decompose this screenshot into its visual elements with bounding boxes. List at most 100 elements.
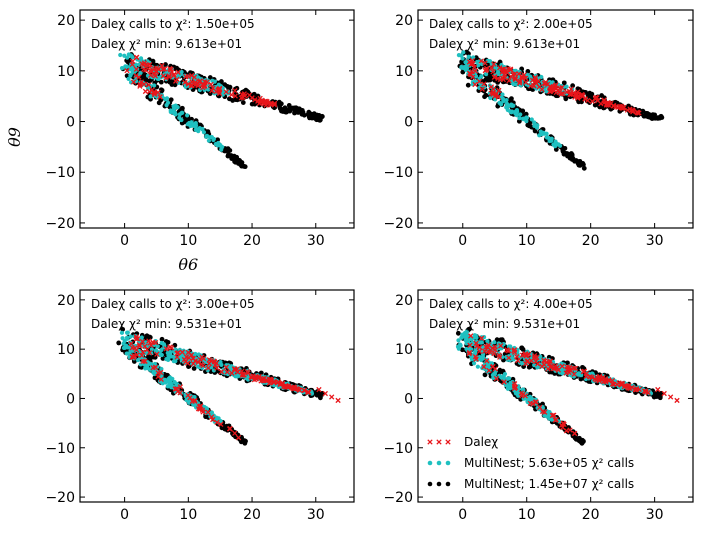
dalechi-point xyxy=(523,360,529,367)
multinest-low-point xyxy=(126,76,131,82)
dalechi-point xyxy=(667,394,674,400)
dalechi-point xyxy=(204,79,210,85)
dalechi-point xyxy=(197,356,203,363)
multinest-low-point xyxy=(118,52,123,58)
dalechi-point xyxy=(226,426,233,432)
dalechi-point xyxy=(246,92,253,98)
multinest-low-point xyxy=(549,136,554,141)
multinest-low-point xyxy=(138,56,144,61)
dalechi-point xyxy=(177,390,183,396)
dalechi-point xyxy=(232,366,238,373)
multinest-low-point xyxy=(155,344,160,349)
dalechi-point xyxy=(169,345,175,351)
panel-top-right: 20 10 0 −10 −20 0 10 20 30 Daleχ calls to χ²: 2.0… xyxy=(383,9,694,249)
multinest-low-point xyxy=(166,354,172,359)
dalechi-point xyxy=(482,348,488,354)
dalechi-point xyxy=(133,336,140,342)
legend-label: Daleχ xyxy=(464,435,498,449)
multinest-low-point xyxy=(125,330,130,335)
dalechi-point xyxy=(488,84,494,90)
dalechi-point xyxy=(481,364,487,370)
multinest-high-point xyxy=(654,391,659,397)
dalechi-point xyxy=(593,94,599,101)
dalechi-point xyxy=(618,381,625,387)
multinest-low-point xyxy=(125,55,130,60)
dalechi-point xyxy=(200,362,206,369)
dalechi-point xyxy=(537,404,543,411)
dalechi-point xyxy=(594,95,600,101)
dalechi-point xyxy=(511,381,518,387)
multinest-low-point xyxy=(162,343,167,348)
dalechi-point xyxy=(136,343,143,349)
multinest-high-point xyxy=(163,62,168,67)
multinest-low-point xyxy=(119,330,125,335)
dalechi-point xyxy=(129,354,135,360)
dalechi-point xyxy=(568,86,574,92)
multinest-low-point xyxy=(544,131,549,136)
multinest-low-point xyxy=(128,334,133,339)
dalechi-point xyxy=(548,364,554,370)
annotation-calls: Daleχ calls to χ²: 2.00e+05 xyxy=(429,17,593,31)
dalechi-point xyxy=(512,71,518,77)
dalechi-point xyxy=(476,348,483,355)
dalechi-point xyxy=(629,107,635,113)
dalechi-point xyxy=(152,364,159,370)
dalechi-point xyxy=(316,386,322,393)
dalechi-point xyxy=(519,75,525,81)
multinest-low-point xyxy=(464,341,469,346)
dalechi-point xyxy=(472,68,479,74)
dalechi-point xyxy=(161,66,168,72)
dalechi-point xyxy=(241,372,247,378)
multinest-high-point xyxy=(499,337,505,343)
multinest-low-point xyxy=(193,351,198,357)
dalechi-point xyxy=(155,89,161,96)
dalechi-point xyxy=(128,340,134,347)
multinest-low-point xyxy=(152,83,157,88)
multinest-high-point xyxy=(222,147,228,153)
multinest-low-point xyxy=(513,109,518,114)
multinest-low-point xyxy=(485,339,490,344)
x-tick-label: 20 xyxy=(243,233,261,249)
multinest-high-point xyxy=(649,116,655,121)
multinest-low-point xyxy=(488,95,493,101)
dalechi-point xyxy=(481,81,487,87)
dalechi-point xyxy=(250,373,256,379)
x-tick-label: 30 xyxy=(307,233,325,249)
dalechi-point xyxy=(582,96,588,102)
y-tick-label: 10 xyxy=(395,64,413,80)
multinest-low-point xyxy=(216,140,221,146)
dalechi-point xyxy=(506,78,512,84)
multinest-low-point xyxy=(166,379,171,384)
scatter-points xyxy=(118,52,325,170)
multinest-low-point xyxy=(487,59,493,64)
multinest-low-point xyxy=(520,387,526,392)
y-tick-label: −20 xyxy=(45,216,75,232)
dalechi-point xyxy=(271,102,278,108)
dalechi-point xyxy=(492,347,498,353)
multinest-low-point xyxy=(171,109,176,115)
multinest-low-point xyxy=(177,115,182,120)
dalechi-point xyxy=(200,409,206,415)
multinest-high-point xyxy=(205,129,211,134)
dalechi-point xyxy=(575,89,581,95)
dalechi-point xyxy=(175,69,181,75)
dalechi-point xyxy=(144,346,150,353)
dalechi-point xyxy=(552,365,558,371)
dalechi-point xyxy=(166,74,172,80)
multinest-low-point xyxy=(125,345,131,350)
dalechi-point xyxy=(522,351,529,357)
dalechi-point xyxy=(568,91,575,97)
dalechi-point xyxy=(218,421,224,427)
dalechi-point xyxy=(479,86,485,92)
dalechi-point xyxy=(179,349,185,355)
annotation-calls: Daleχ calls to χ²: 3.00e+05 xyxy=(91,297,255,311)
multinest-low-point xyxy=(510,103,515,108)
dalechi-point xyxy=(205,409,211,415)
dalechi-point xyxy=(239,368,245,375)
dalechi-point xyxy=(523,79,529,85)
dalechi-point xyxy=(175,350,181,356)
multinest-high-point xyxy=(232,159,237,164)
dalechi-point xyxy=(512,76,519,82)
multinest-low-point xyxy=(148,94,153,99)
multinest-low-point xyxy=(539,74,544,80)
